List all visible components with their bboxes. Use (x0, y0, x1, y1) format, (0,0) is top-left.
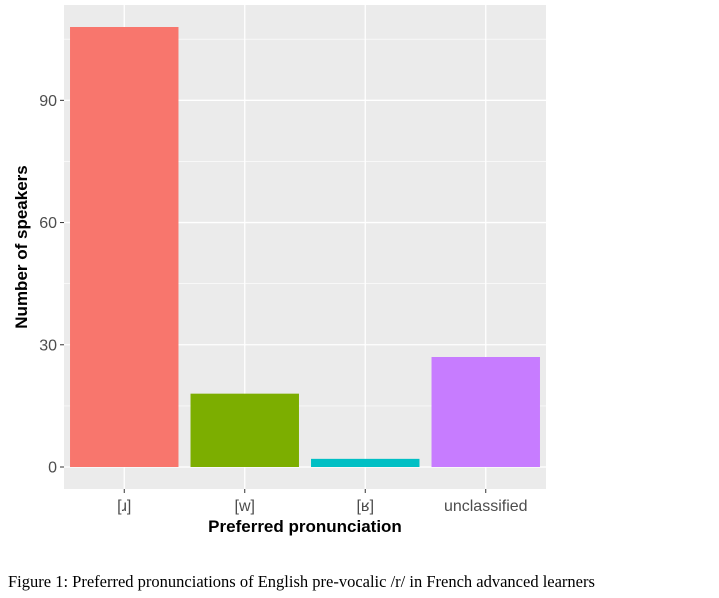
x-tick-label: [ʁ] (356, 498, 374, 515)
bar (311, 458, 420, 467)
x-tick-label: unclassified (444, 498, 528, 515)
x-axis-title: Preferred pronunciation (208, 517, 402, 536)
x-tick-label: [ɹ] (117, 498, 131, 515)
x-axis: [ɹ] [w] [ʁ] unclassified (117, 489, 528, 515)
bar (70, 27, 179, 467)
y-tick-label: 60 (39, 215, 57, 232)
y-axis-title: Number of speakers (12, 165, 31, 328)
x-tick-label: [w] (235, 498, 255, 515)
bars (70, 27, 540, 467)
bar (431, 357, 540, 467)
y-tick-label: 0 (48, 460, 57, 477)
y-tick-label: 90 (39, 93, 57, 110)
y-tick-label: 30 (39, 337, 57, 354)
bar-chart: 0 30 60 90 [ɹ] [w] [ʁ] unclassified Preferred … (12, 5, 546, 536)
y-axis: 0 30 60 90 (39, 93, 64, 477)
bar (190, 393, 299, 467)
figure-caption: Figure 1: Preferred pronunciations of En… (8, 572, 595, 591)
